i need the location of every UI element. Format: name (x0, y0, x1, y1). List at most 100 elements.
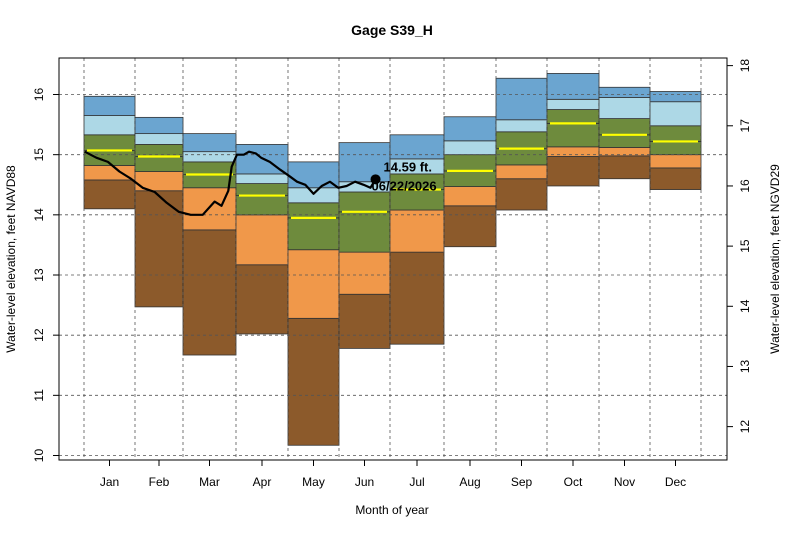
band-dec-5 (649, 91, 702, 103)
band-oct-1 (546, 146, 600, 157)
x-tick-label-aug: Aug (459, 475, 480, 489)
chart-title: Gage S39_H (351, 22, 433, 38)
band-aug-0 (443, 205, 497, 248)
median-lines (87, 122, 698, 219)
right-tick-label-16: 16 (738, 179, 752, 193)
band-dec-2 (649, 141, 702, 156)
band-jul-0 (389, 251, 445, 345)
right-tick-label-15: 15 (738, 239, 752, 253)
band-may-3 (287, 202, 340, 219)
band-feb-5 (134, 116, 184, 135)
right-tick-label-18: 18 (738, 59, 752, 73)
band-apr-2 (235, 195, 289, 216)
left-tick-label-14: 14 (32, 208, 46, 222)
band-may-4 (287, 187, 340, 204)
left-y-axis-label: Water-level elevation, feet NAVD88 (4, 165, 18, 353)
left-tick-label-15: 15 (32, 148, 46, 162)
band-feb-2 (134, 156, 184, 172)
x-tick-label-may: May (302, 475, 325, 489)
left-tick-label-13: 13 (32, 268, 46, 282)
right-y-axis: 12 13 14 15 16 17 18 (727, 59, 752, 434)
band-apr-4 (235, 173, 289, 184)
band-feb-4 (134, 133, 184, 145)
x-tick-label-mar: Mar (199, 475, 220, 489)
band-apr-3 (235, 183, 289, 196)
band-mar-0 (182, 229, 237, 356)
band-nov-4 (598, 97, 651, 119)
band-aug-5 (443, 116, 497, 142)
band-oct-3 (546, 109, 600, 124)
x-tick-label-dec: Dec (665, 475, 686, 489)
band-jun-2 (338, 211, 391, 253)
band-oct-5 (546, 73, 600, 100)
latest-value-marker (370, 174, 381, 185)
band-jun-5 (338, 142, 391, 183)
x-tick-label-feb: Feb (149, 475, 170, 489)
left-tick-label-11: 11 (32, 389, 46, 402)
grid-lines (59, 58, 727, 460)
right-tick-label-14: 14 (738, 299, 752, 313)
water-level-line-0 (84, 150, 377, 216)
band-sep-5 (495, 77, 548, 121)
band-dec-3 (649, 125, 702, 142)
band-may-2 (287, 217, 340, 251)
left-tick-label-12: 12 (32, 328, 46, 342)
x-axis-label: Month of year (355, 503, 428, 517)
latest-value-label: 14.59 ft. (384, 159, 432, 174)
plot-frame (58, 57, 728, 461)
band-oct-4 (546, 98, 600, 110)
band-sep-4 (495, 119, 548, 133)
band-aug-3 (443, 154, 497, 172)
band-jan-3 (83, 134, 136, 151)
band-jun-3 (338, 191, 391, 213)
band-dec-0 (649, 167, 702, 190)
band-nov-3 (598, 118, 651, 136)
band-oct-0 (546, 156, 600, 187)
x-axis: Jan Feb Mar Apr May Jun Jul Aug Sep Oct Nov Dec (100, 460, 686, 489)
band-jun-1 (338, 251, 391, 295)
x-tick-label-nov: Nov (614, 475, 635, 489)
band-dec-4 (649, 101, 702, 127)
band-jul-1 (389, 209, 445, 253)
band-mar-5 (182, 133, 237, 153)
band-aug-2 (443, 170, 497, 187)
band-mar-3 (182, 161, 237, 175)
band-sep-3 (495, 131, 548, 150)
right-tick-label-13: 13 (738, 359, 752, 373)
band-nov-2 (598, 134, 651, 148)
x-tick-label-jan: Jan (100, 475, 119, 489)
latest-date-label: 06/22/2026 (372, 178, 437, 193)
right-tick-label-17: 17 (738, 119, 752, 133)
band-dec-1 (649, 154, 702, 169)
band-sep-1 (495, 164, 548, 180)
band-sep-2 (495, 148, 548, 166)
band-feb-0 (134, 190, 184, 308)
left-y-axis: 10 11 12 13 14 15 16 (32, 88, 59, 463)
band-apr-0 (235, 264, 289, 335)
band-may-1 (287, 249, 340, 319)
band-nov-0 (598, 155, 651, 180)
band-nov-5 (598, 86, 651, 98)
band-jan-4 (83, 115, 136, 136)
band-may-0 (287, 317, 340, 446)
band-jan-5 (83, 95, 136, 116)
band-sep-0 (495, 178, 548, 211)
x-tick-label-oct: Oct (564, 475, 583, 489)
band-aug-1 (443, 186, 497, 207)
right-tick-label-12: 12 (738, 420, 752, 434)
band-mar-4 (182, 151, 237, 163)
water-level-series (84, 150, 377, 216)
x-tick-label-apr: Apr (253, 475, 272, 489)
band-jul-5 (389, 134, 445, 160)
right-y-axis-label: Water-level elevation, feet NGVD29 (768, 164, 782, 354)
x-tick-label-jun: Jun (355, 475, 374, 489)
band-oct-2 (546, 122, 600, 148)
x-tick-label-sep: Sep (511, 475, 533, 489)
x-tick-label-jul: Jul (409, 475, 424, 489)
band-aug-4 (443, 140, 497, 156)
left-tick-label-16: 16 (32, 88, 46, 102)
band-jun-0 (338, 293, 391, 349)
band-jan-0 (83, 179, 136, 210)
left-tick-label-10: 10 (32, 449, 46, 463)
